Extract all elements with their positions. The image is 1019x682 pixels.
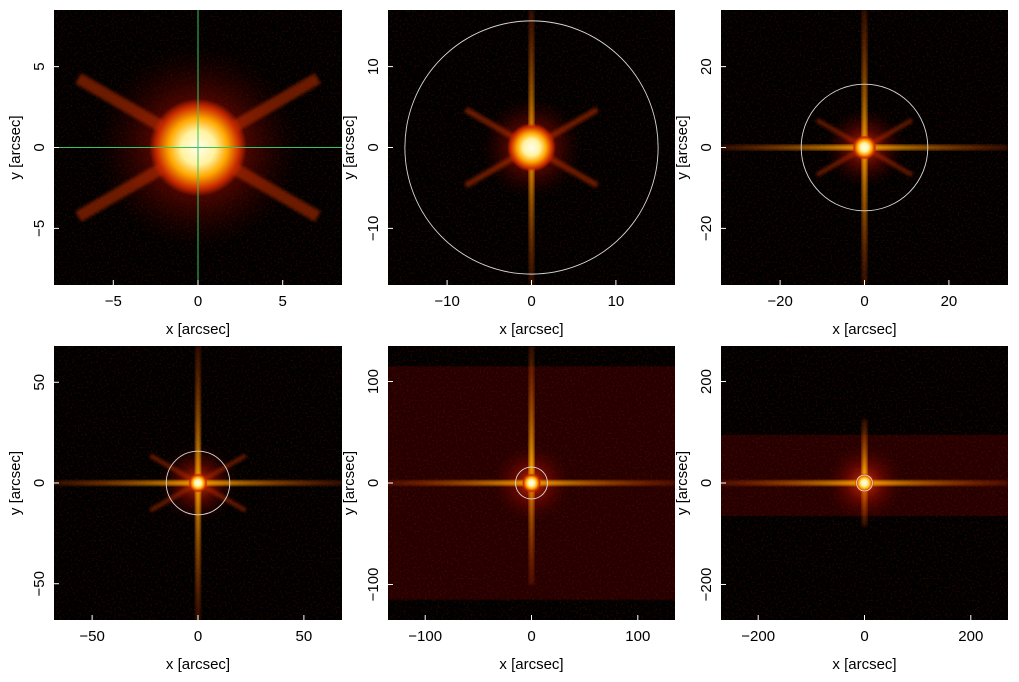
diffraction-spike-vertical bbox=[862, 419, 867, 527]
heatmap-image bbox=[388, 10, 675, 285]
psf-panel-3: −20 0 20 −20 0 20 x [arcsec] y [arcsec] bbox=[674, 10, 1008, 338]
aperture-circle bbox=[515, 466, 548, 500]
x-tick-label: 20 bbox=[941, 293, 958, 310]
heatmap-image bbox=[388, 346, 675, 620]
x-tick-label: −200 bbox=[741, 628, 775, 645]
x-tick-label: 50 bbox=[296, 628, 313, 645]
y-tick-label: −200 bbox=[698, 568, 715, 602]
x-tick-label: 0 bbox=[860, 628, 868, 645]
y-axis-label: y [arcsec] bbox=[341, 451, 358, 515]
psf-core bbox=[852, 135, 877, 160]
aperture-circle bbox=[165, 450, 231, 516]
diffraction-spike-vertical bbox=[529, 346, 534, 585]
y-tick-label: 0 bbox=[31, 143, 48, 151]
aperture-circle bbox=[404, 20, 659, 275]
psf-core bbox=[188, 473, 208, 493]
y-tick-label: −20 bbox=[698, 216, 715, 241]
heatmap-image bbox=[54, 346, 342, 620]
y-tick-label: 5 bbox=[31, 62, 48, 70]
psf-core bbox=[854, 473, 875, 493]
y-tick-label: 0 bbox=[365, 143, 382, 151]
y-tick-label: −100 bbox=[365, 568, 382, 602]
psf-panel-6: −200 0 200 −200 0 200 x [arcsec] y [arcsec] bbox=[674, 346, 1008, 673]
x-axis-label: x [arcsec] bbox=[832, 656, 896, 673]
heatmap-image bbox=[721, 346, 1008, 620]
aperture-circle bbox=[800, 83, 929, 212]
y-tick-label: −50 bbox=[31, 571, 48, 596]
x-tick-label: 10 bbox=[608, 293, 625, 310]
psf-core bbox=[507, 123, 556, 172]
y-axis-label: y [arcsec] bbox=[7, 115, 24, 179]
aperture-circle bbox=[856, 474, 873, 492]
x-tick-label: 0 bbox=[194, 293, 202, 310]
x-axis-label: x [arcsec] bbox=[499, 321, 563, 338]
y-tick-label: 200 bbox=[698, 369, 715, 394]
psf-panel-4: −50 0 50 −50 0 50 x [arcsec] y [arcsec] bbox=[7, 346, 342, 673]
x-tick-label: 200 bbox=[958, 628, 983, 645]
x-tick-label: 0 bbox=[527, 628, 535, 645]
x-axis-label: x [arcsec] bbox=[166, 321, 230, 338]
psf-panel-2: −10 0 10 −10 0 10 x [arcsec] y [arcsec] bbox=[341, 10, 675, 338]
x-tick-label: −20 bbox=[767, 293, 792, 310]
x-tick-label: 0 bbox=[194, 628, 202, 645]
y-tick-label: 0 bbox=[698, 143, 715, 151]
y-tick-label: −10 bbox=[365, 216, 382, 241]
y-axis-label: y [arcsec] bbox=[341, 115, 358, 179]
y-tick-label: 0 bbox=[698, 479, 715, 487]
y-tick-label: 0 bbox=[31, 479, 48, 487]
psf-panel-1: −5 0 5 −5 0 5 x [arcsec] y [arcsec] bbox=[7, 10, 342, 338]
x-axis-label: x [arcsec] bbox=[832, 321, 896, 338]
y-axis-label: y [arcsec] bbox=[674, 115, 691, 179]
x-tick-label: −5 bbox=[105, 293, 122, 310]
y-tick-label: −5 bbox=[31, 220, 48, 237]
psf-core bbox=[521, 473, 542, 493]
y-tick-label: 0 bbox=[365, 479, 382, 487]
x-tick-label: −100 bbox=[408, 628, 442, 645]
x-tick-label: −10 bbox=[434, 293, 459, 310]
x-axis-label: x [arcsec] bbox=[499, 656, 563, 673]
x-tick-label: 5 bbox=[279, 293, 287, 310]
y-tick-label: 50 bbox=[31, 374, 48, 391]
y-axis-label: y [arcsec] bbox=[674, 451, 691, 515]
x-tick-label: 100 bbox=[625, 628, 650, 645]
x-tick-label: 0 bbox=[860, 293, 868, 310]
x-tick-label: 0 bbox=[527, 293, 535, 310]
y-tick-label: 10 bbox=[365, 58, 382, 75]
y-axis-label: y [arcsec] bbox=[7, 451, 24, 515]
y-tick-label: 100 bbox=[365, 369, 382, 394]
x-tick-label: −50 bbox=[79, 628, 104, 645]
x-axis-label: x [arcsec] bbox=[166, 656, 230, 673]
heatmap-image bbox=[54, 10, 342, 285]
y-tick-label: 20 bbox=[698, 58, 715, 75]
heatmap-image bbox=[721, 10, 1008, 285]
psf-panel-5: −100 0 100 −100 0 100 x [arcsec] y [arcsec] bbox=[341, 346, 675, 673]
